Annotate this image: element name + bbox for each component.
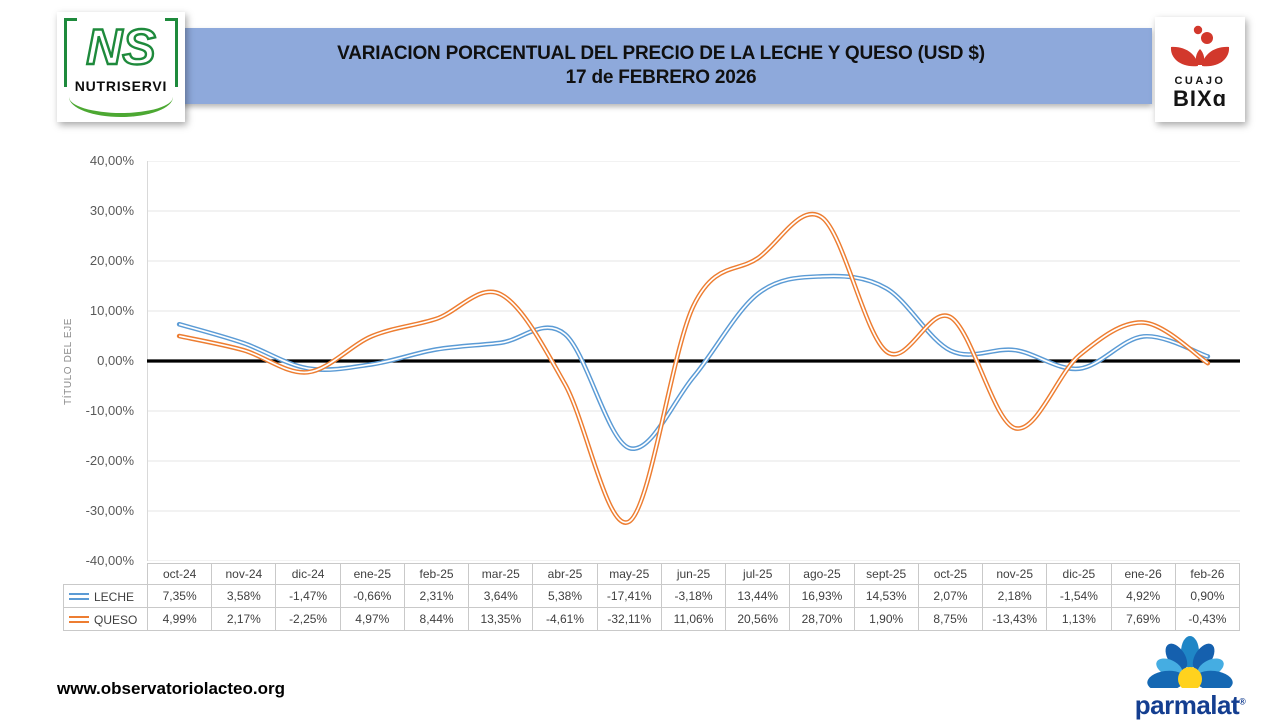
series-line-marker-icon bbox=[69, 592, 89, 600]
parmalat-flower-icon bbox=[1147, 636, 1233, 692]
value-cell: 4,97% bbox=[339, 607, 405, 631]
legend-cell-queso: QUESO bbox=[63, 607, 148, 631]
series-line-marker-icon bbox=[69, 615, 89, 623]
value-cell: 8,75% bbox=[917, 607, 984, 631]
value-cell: 2,31% bbox=[403, 584, 470, 608]
value-cell: 1,13% bbox=[1046, 607, 1112, 631]
month-header: sept-25 bbox=[853, 563, 919, 585]
value-cell: 2,07% bbox=[917, 584, 984, 608]
data-table-region: oct-24 nov-24 dic-24 ene-25 feb-25 mar-25 abr-… bbox=[63, 563, 1241, 631]
month-header: feb-26 bbox=[1174, 563, 1241, 585]
value-cell: -1,54% bbox=[1046, 584, 1112, 608]
month-header: may-25 bbox=[596, 563, 662, 585]
value-cell: 7,69% bbox=[1110, 607, 1176, 631]
value-cell: -4,61% bbox=[532, 607, 598, 631]
value-cell: 20,56% bbox=[725, 607, 791, 631]
value-cell: 11,06% bbox=[660, 607, 727, 631]
nutriservi-logo: NS NUTRISERVI bbox=[57, 12, 185, 122]
value-cell: -1,47% bbox=[275, 584, 341, 608]
title-banner: VARIACION PORCENTUAL DEL PRECIO DE LA LE… bbox=[170, 28, 1152, 104]
y-tick-label: -30,00% bbox=[85, 503, 134, 518]
y-tick-label: 0,00% bbox=[97, 353, 134, 368]
value-cell: -0,66% bbox=[339, 584, 405, 608]
value-cell: 13,35% bbox=[468, 607, 534, 631]
value-cell: 5,38% bbox=[532, 584, 598, 608]
value-cell: 3,58% bbox=[211, 584, 277, 608]
value-cell: 2,18% bbox=[982, 584, 1048, 608]
month-header: feb-25 bbox=[403, 563, 470, 585]
month-header: nov-24 bbox=[211, 563, 277, 585]
queso-line-core bbox=[178, 213, 1209, 524]
leche-line-core bbox=[178, 275, 1209, 450]
value-cell: -32,11% bbox=[596, 607, 662, 631]
month-header: jul-25 bbox=[725, 563, 791, 585]
legend-cell-leche: LECHE bbox=[63, 584, 148, 608]
cuajo-bixa-flower-icon bbox=[1170, 25, 1230, 67]
month-header: abr-25 bbox=[532, 563, 598, 585]
month-header: ago-25 bbox=[789, 563, 855, 585]
month-header: jun-25 bbox=[660, 563, 727, 585]
logo-bracket-left bbox=[64, 18, 77, 87]
value-cell: 0,90% bbox=[1174, 584, 1241, 608]
parmalat-logo: parmalat® bbox=[1112, 634, 1268, 720]
chart-subtitle-date: 17 de FEBRERO 2026 bbox=[565, 67, 757, 88]
value-cell: -17,41% bbox=[596, 584, 662, 608]
logo-bracket-right bbox=[165, 18, 178, 87]
nutriservi-wordmark: NUTRISERVI bbox=[74, 78, 168, 94]
month-header: oct-24 bbox=[146, 563, 213, 585]
value-cell: 14,53% bbox=[853, 584, 919, 608]
value-cell: 4,99% bbox=[146, 607, 213, 631]
chart-data-table: oct-24 nov-24 dic-24 ene-25 feb-25 mar-25 abr-… bbox=[63, 563, 1241, 631]
value-cell: 4,92% bbox=[1110, 584, 1176, 608]
month-header: oct-25 bbox=[917, 563, 984, 585]
value-cell: 28,70% bbox=[789, 607, 855, 631]
y-tick-label: 40,00% bbox=[89, 153, 134, 168]
value-cell: 13,44% bbox=[725, 584, 791, 608]
value-cell: -2,25% bbox=[275, 607, 341, 631]
y-tick-label: -10,00% bbox=[85, 403, 134, 418]
month-header: ene-25 bbox=[339, 563, 405, 585]
table-corner bbox=[64, 564, 148, 585]
parmalat-wordmark: parmalat® bbox=[1134, 690, 1246, 720]
value-cell: 7,35% bbox=[146, 584, 213, 608]
y-tick-label: 30,00% bbox=[89, 203, 134, 218]
y-tick-label: -40,00% bbox=[85, 553, 134, 568]
logo-arc-swoosh bbox=[69, 95, 173, 117]
value-cell: 1,90% bbox=[853, 607, 919, 631]
svg-text:NS: NS bbox=[86, 19, 155, 75]
month-header: dic-24 bbox=[275, 563, 341, 585]
value-cell: 3,64% bbox=[468, 584, 534, 608]
website-url: www.observatoriolacteo.org bbox=[57, 679, 285, 698]
month-header: dic-25 bbox=[1046, 563, 1112, 585]
month-header: nov-25 bbox=[982, 563, 1048, 585]
value-cell: 2,17% bbox=[211, 607, 277, 631]
y-axis-tick-labels: 40,00% 30,00% 20,00% 10,00% 0,00% -10,00% -20,… bbox=[0, 153, 134, 568]
value-cell: -13,43% bbox=[982, 607, 1048, 631]
y-tick-label: 20,00% bbox=[89, 253, 134, 268]
month-header: ene-26 bbox=[1110, 563, 1176, 585]
cuajo-bixa-logo: CUAJO BIXɑ bbox=[1155, 17, 1245, 122]
value-cell: 8,44% bbox=[403, 607, 470, 631]
value-cell: -3,18% bbox=[660, 584, 727, 608]
series-name: QUESO bbox=[94, 612, 138, 627]
bixa-text: BIXɑ bbox=[1172, 86, 1228, 111]
series-name: LECHE bbox=[94, 589, 135, 604]
line-chart-plot bbox=[147, 161, 1240, 561]
registered-mark: ® bbox=[1239, 696, 1246, 707]
chart-title: VARIACION PORCENTUAL DEL PRECIO DE LA LE… bbox=[337, 43, 985, 64]
value-cell: 16,93% bbox=[789, 584, 855, 608]
month-header: mar-25 bbox=[468, 563, 534, 585]
y-tick-label: 10,00% bbox=[89, 303, 134, 318]
cuajo-text: CUAJO bbox=[1174, 75, 1226, 87]
ns-monogram-icon: NS bbox=[85, 18, 157, 76]
value-cell: -0,43% bbox=[1174, 607, 1241, 631]
y-tick-label: -20,00% bbox=[85, 453, 134, 468]
